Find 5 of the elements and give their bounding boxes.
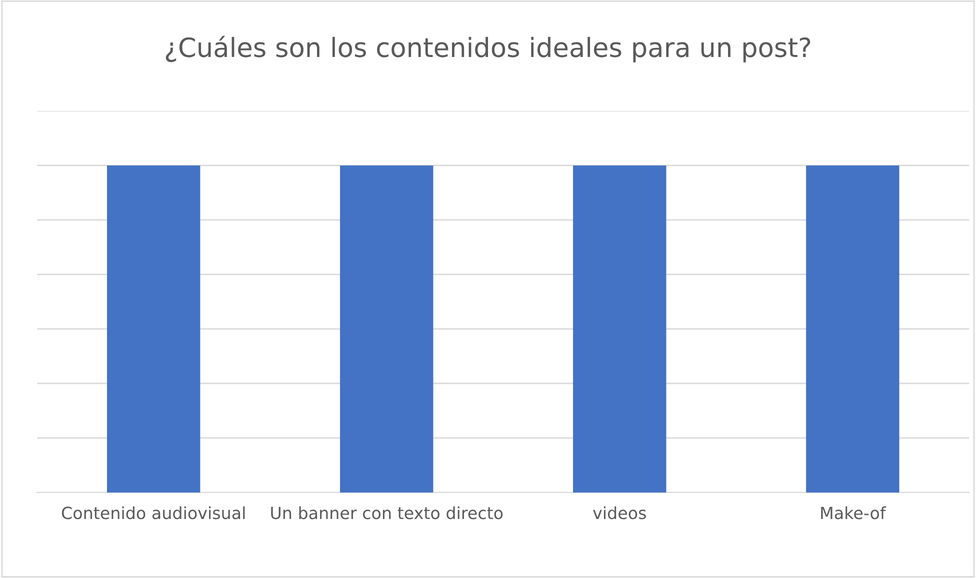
- x-tick-label: videos: [593, 506, 646, 520]
- chart-title: ¿Cuáles son los contenidos ideales para un post?: [166, 36, 810, 62]
- x-tick-label: Contenido audiovisual: [62, 506, 245, 520]
- x-tick-label: Make-of: [821, 506, 886, 520]
- x-tick-label: Un banner con texto directo: [271, 506, 503, 520]
